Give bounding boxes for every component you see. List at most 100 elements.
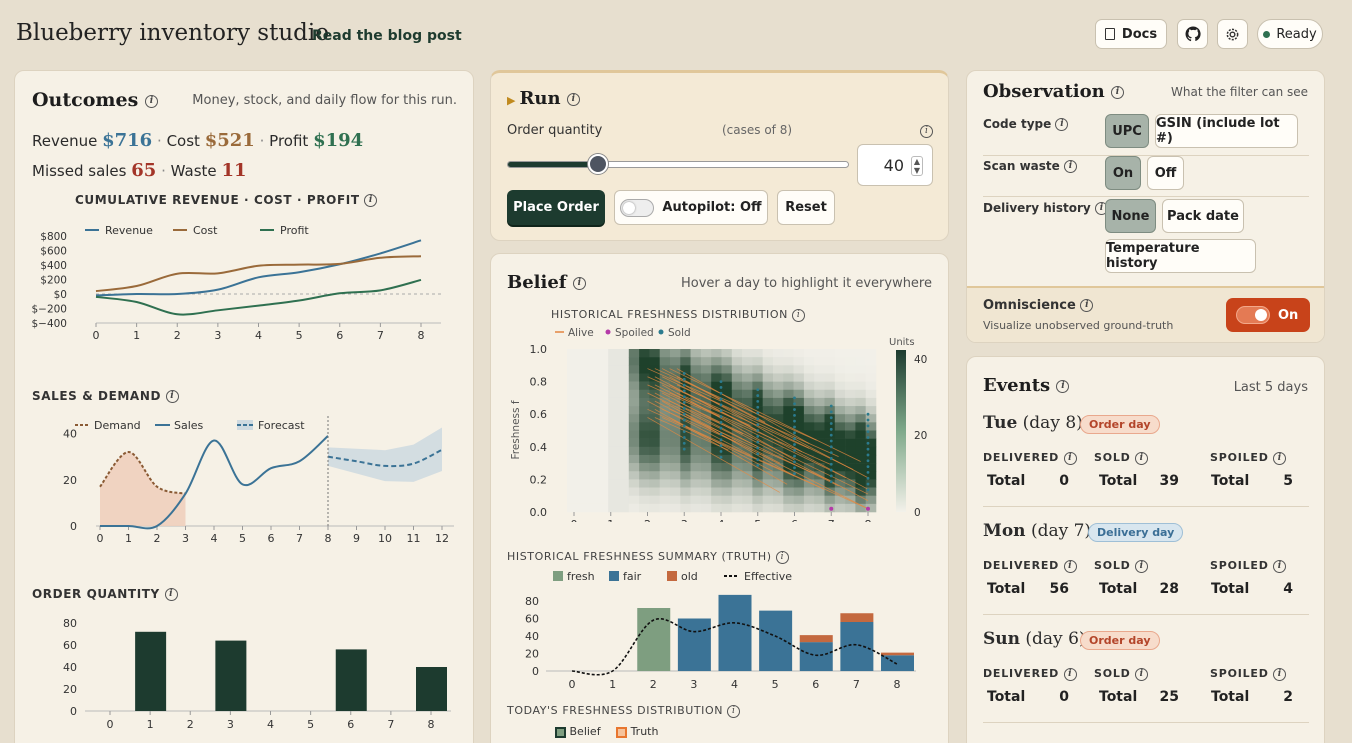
heat-cell [793, 463, 805, 472]
heat-cell [639, 365, 650, 374]
event-day[interactable]: Sun (day 6) Order day DELIVERED i SOLD i… [983, 629, 1309, 729]
heat-cell [639, 414, 650, 423]
heat-cell [721, 389, 733, 399]
heat-cell [773, 389, 784, 399]
quantity-slider-handle[interactable] [587, 154, 608, 174]
heat-cell [608, 479, 619, 488]
omniscience-toggle[interactable]: On [1226, 298, 1310, 332]
x-tick: 7 [296, 532, 303, 545]
info-icon[interactable]: i [1135, 559, 1149, 573]
heat-cell [649, 422, 660, 431]
heat-cell [690, 365, 702, 374]
heat-cell [731, 487, 743, 496]
heat-cell [608, 463, 619, 472]
alive-trajectory [662, 376, 854, 470]
info-icon[interactable]: i [1273, 451, 1287, 465]
delivery-temperature-button[interactable]: Temperature history [1105, 239, 1256, 273]
info-icon[interactable]: i [1135, 451, 1149, 465]
heat-cell [865, 381, 877, 391]
heat-cell [824, 357, 836, 366]
code-upc-button[interactable]: UPC [1105, 114, 1149, 148]
heat-cell [855, 495, 866, 505]
run-title[interactable]: ▶ Run i [507, 88, 580, 109]
heat-cell [639, 406, 650, 415]
profit-label: Profit [269, 132, 309, 150]
sold-dot [682, 401, 686, 404]
heat-cell [855, 422, 866, 431]
heat-cell [700, 365, 712, 374]
heat-cell [567, 446, 578, 456]
place-order-button[interactable]: Place Order [507, 190, 605, 225]
x-tick: 12 [435, 532, 449, 545]
quantity-slider-track[interactable] [507, 161, 849, 168]
scan-on-button[interactable]: On [1105, 156, 1141, 190]
heat-cell [670, 414, 681, 423]
info-icon[interactable]: i [1273, 667, 1287, 681]
reset-button[interactable]: Reset [777, 190, 835, 225]
scan-off-button[interactable]: Off [1147, 156, 1184, 190]
delivery-none-button[interactable]: None [1105, 199, 1156, 233]
info-icon[interactable]: i [792, 308, 806, 322]
info-icon[interactable]: i [572, 276, 586, 290]
info-icon[interactable]: i [1063, 667, 1077, 681]
info-icon[interactable]: i [1273, 559, 1287, 573]
heat-cell [742, 349, 753, 358]
info-icon[interactable]: i [1063, 451, 1077, 465]
info-icon[interactable]: i [775, 550, 789, 564]
event-day[interactable]: Tue (day 8) Order day DELIVERED i SOLD i… [983, 413, 1309, 513]
info-icon[interactable]: i [1135, 667, 1149, 681]
sold-total-label: Total [1099, 581, 1138, 597]
heat-cell [587, 381, 599, 391]
y-tick: 1.0 [530, 343, 548, 356]
blog-link[interactable]: Read the blog post [312, 28, 462, 44]
heat-cell [670, 349, 681, 358]
sold-dot [682, 424, 686, 428]
heat-cell [670, 397, 681, 407]
spoiled-total: 5 [1283, 473, 1293, 489]
autopilot-toggle[interactable]: Autopilot: Off [614, 190, 768, 225]
sold-total: 39 [1159, 473, 1179, 489]
order-bar [335, 649, 367, 711]
heat-cell [690, 479, 702, 488]
sold-dot [829, 457, 833, 460]
sold-dot [682, 377, 686, 381]
info-icon[interactable]: i [144, 94, 158, 108]
heat-cell [793, 454, 805, 464]
heat-cell [711, 446, 722, 456]
github-button[interactable] [1177, 19, 1208, 49]
docs-button[interactable]: Docs [1095, 19, 1167, 49]
info-icon[interactable]: i [364, 194, 378, 207]
heat-cell [731, 357, 743, 366]
sold-total-label: Total [1099, 689, 1138, 705]
heat-cell [731, 503, 743, 513]
heat-cell [752, 446, 763, 456]
stepper-icon[interactable]: ▲ ▼ [910, 156, 923, 176]
heat-cell [670, 479, 681, 488]
sold-dot [866, 418, 870, 422]
info-icon[interactable]: i [1063, 559, 1077, 573]
heat-cell [608, 365, 619, 374]
info-icon[interactable]: i [920, 125, 933, 138]
heat-cell [628, 438, 640, 448]
quantity-input[interactable]: 40 ▲ ▼ [857, 144, 933, 186]
settings-button[interactable] [1217, 19, 1248, 49]
heat-cell [855, 487, 866, 496]
info-icon[interactable]: i [727, 704, 741, 718]
info-icon[interactable]: i [165, 390, 179, 403]
info-icon[interactable]: i [1063, 160, 1077, 173]
info-icon[interactable]: i [1080, 299, 1094, 312]
info-icon[interactable]: i [566, 92, 580, 106]
heat-cell [639, 389, 650, 399]
delivery-pack-date-button[interactable]: Pack date [1162, 199, 1244, 233]
heat-cell [845, 349, 856, 358]
events-subtitle: Last 5 days [1233, 380, 1308, 395]
heat-cell [700, 463, 712, 472]
alive-trajectory [654, 368, 817, 441]
event-day[interactable]: Mon (day 7) Delivery day DELIVERED i SOL… [983, 521, 1309, 621]
x-tick: 6 [336, 329, 343, 342]
info-icon[interactable]: i [1055, 118, 1069, 131]
info-icon[interactable]: i [1056, 379, 1070, 393]
info-icon[interactable]: i [1110, 85, 1124, 99]
code-gsin-button[interactable]: GSIN (include lot #) [1155, 114, 1298, 148]
info-icon[interactable]: i [164, 588, 178, 601]
